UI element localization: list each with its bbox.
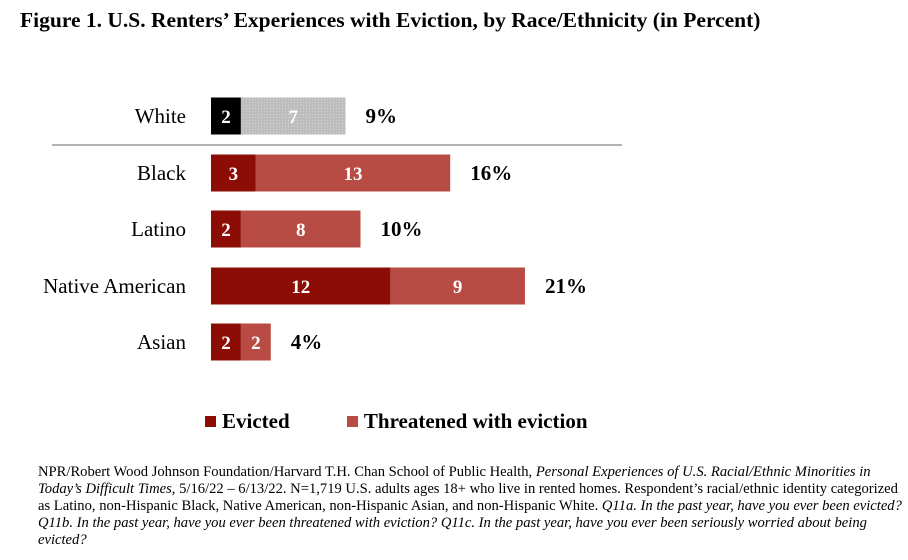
bar-black-evicted	[211, 154, 256, 192]
bar-black-threatened	[255, 154, 451, 192]
bar-label-asian-threatened: 2	[251, 333, 261, 354]
total-label-white: 9%	[366, 104, 398, 128]
bar-label-asian-evicted: 2	[221, 333, 231, 354]
bar-asian-evicted	[211, 323, 241, 361]
category-label-native-american: Native American	[43, 274, 186, 298]
total-label-black: 16%	[470, 161, 512, 185]
category-label-white: White	[135, 104, 186, 128]
category-label-latino: Latino	[131, 217, 186, 241]
source-report-title: Personal Experiences of U.S. Racial/Ethn…	[38, 464, 871, 497]
bar-label-white-threatened: 7	[288, 107, 298, 128]
legend-label-evicted: Evicted	[222, 409, 290, 433]
total-label-native-american: 21%	[545, 274, 587, 298]
bar-white-threatened	[240, 97, 346, 135]
bar-native-american-threatened	[390, 267, 525, 305]
category-label-asian: Asian	[137, 330, 186, 354]
stacked-bar-chart: White 2 7 9% Black 3 13 16% Latino 2 8 10% Native Am…	[43, 97, 622, 361]
total-label-latino: 10%	[381, 217, 423, 241]
source-text-2: 5/16/22 – 6/13/22. N=1,719 U.S. adults a…	[38, 481, 898, 514]
bar-latino-evicted	[211, 210, 241, 248]
bar-white-evicted	[211, 97, 241, 135]
bar-asian-threatened	[240, 323, 271, 361]
total-label-asian: 4%	[291, 330, 323, 354]
category-label-black: Black	[137, 161, 186, 185]
source-questions: Q11a. In the past year, have you ever be…	[38, 498, 902, 548]
legend-item-threatened: Threatened with eviction	[346, 409, 588, 434]
bar-label-native-american-evicted: 12	[291, 277, 310, 298]
legend-label-threatened: Threatened with eviction	[363, 409, 588, 433]
bar-native-american-evicted	[211, 267, 391, 305]
bar-latino-threatened	[240, 210, 361, 248]
bar-label-black-evicted: 3	[229, 164, 239, 185]
legend-swatch-evicted	[205, 416, 216, 427]
legend-item-evicted: Evicted	[205, 409, 290, 434]
bar-label-latino-threatened: 8	[296, 220, 306, 241]
legend: Evicted Threatened with eviction	[205, 408, 640, 434]
bar-label-black-threatened: 13	[344, 164, 363, 185]
bar-label-native-american-threatened: 9	[453, 277, 463, 298]
source-note: NPR/Robert Wood Johnson Foundation/Harva…	[38, 464, 904, 549]
bar-label-latino-evicted: 2	[221, 220, 231, 241]
chart-title: Figure 1. U.S. Renters’ Experiences with…	[20, 8, 761, 32]
source-text-1: NPR/Robert Wood Johnson Foundation/Harva…	[38, 464, 536, 480]
legend-swatch-threatened	[346, 416, 358, 427]
bar-label-white-evicted: 2	[221, 107, 231, 128]
